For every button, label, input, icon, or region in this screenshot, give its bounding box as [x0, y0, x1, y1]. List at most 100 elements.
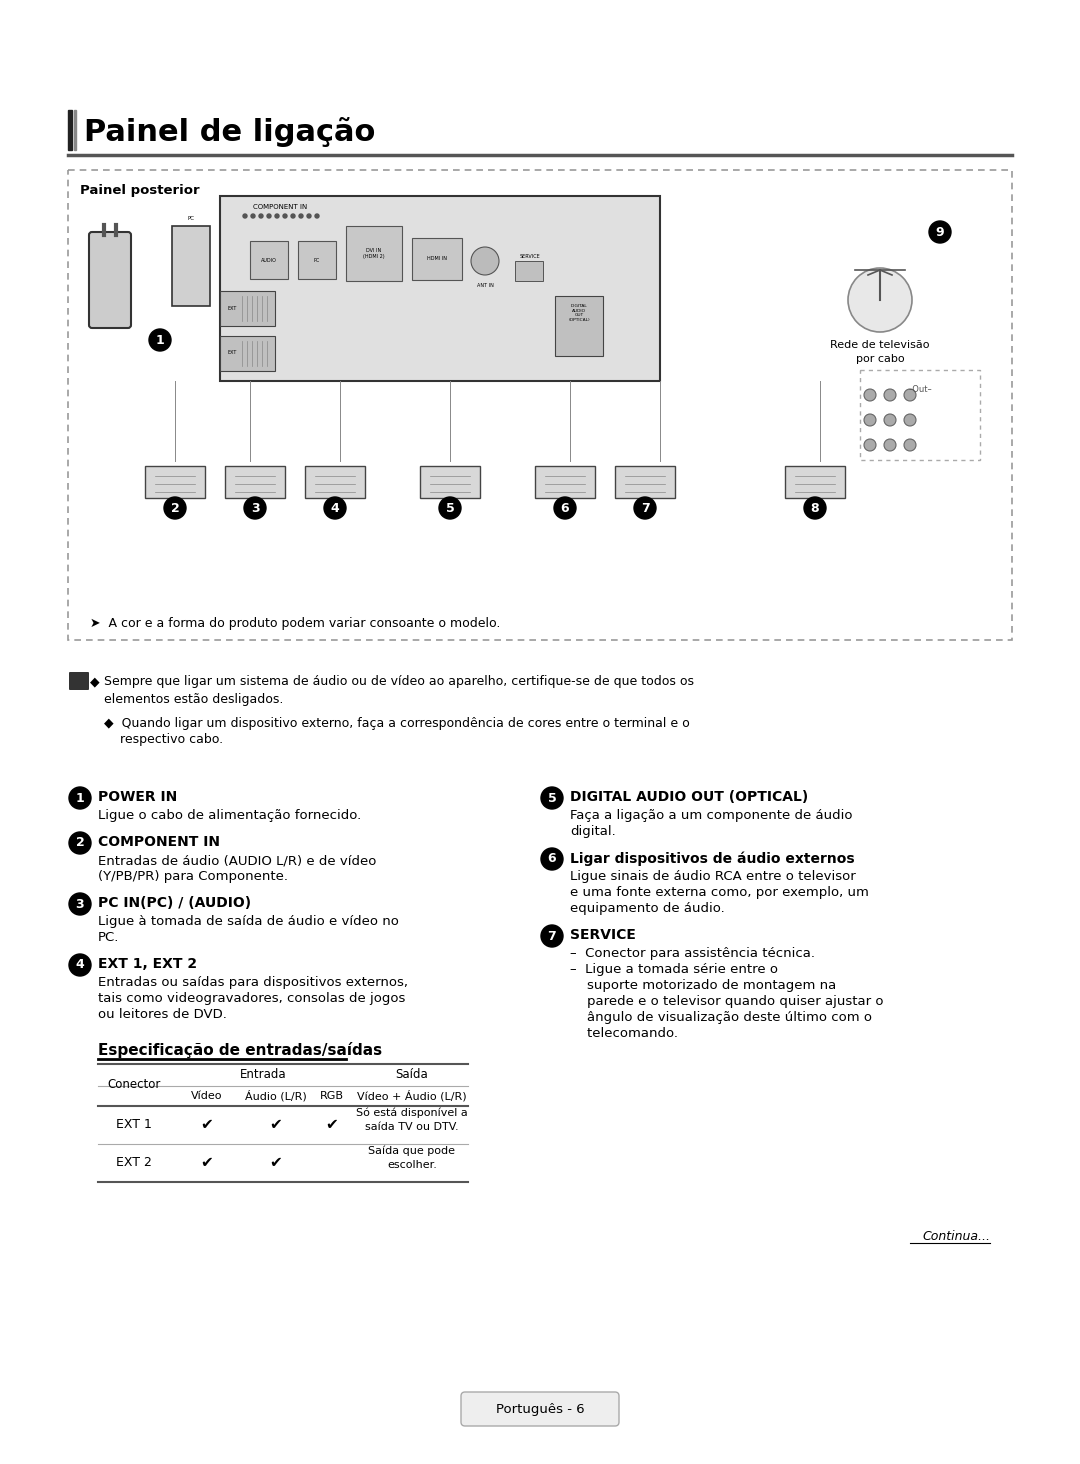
- Text: elementos estão desligados.: elementos estão desligados.: [104, 692, 283, 706]
- Text: ✔: ✔: [326, 1117, 338, 1133]
- Text: Faça a ligação a um componente de áudio: Faça a ligação a um componente de áudio: [570, 810, 852, 821]
- Circle shape: [307, 214, 311, 218]
- Circle shape: [275, 214, 279, 218]
- Circle shape: [864, 389, 876, 401]
- Text: DVI IN
(HDMI 2): DVI IN (HDMI 2): [363, 247, 384, 259]
- FancyBboxPatch shape: [420, 466, 480, 498]
- Text: Ligue à tomada de saída de áudio e vídeo no: Ligue à tomada de saída de áudio e vídeo…: [98, 915, 399, 928]
- Circle shape: [438, 496, 461, 520]
- Text: DIGITAL
AUDIO
OUT
(OPTICAL): DIGITAL AUDIO OUT (OPTICAL): [568, 305, 590, 322]
- Text: SERVICE: SERVICE: [570, 928, 636, 941]
- Text: Só está disponível a
saída TV ou DTV.: Só está disponível a saída TV ou DTV.: [356, 1108, 468, 1132]
- Circle shape: [324, 496, 346, 520]
- Text: Painel posterior: Painel posterior: [80, 184, 200, 198]
- Text: 9: 9: [935, 225, 944, 239]
- Text: 4: 4: [76, 959, 84, 972]
- Text: Conector: Conector: [107, 1079, 161, 1092]
- Text: (Y/PB/PR) para Componente.: (Y/PB/PR) para Componente.: [98, 870, 288, 883]
- Text: 6: 6: [548, 852, 556, 865]
- Text: RGB: RGB: [320, 1091, 345, 1101]
- Text: 3: 3: [76, 897, 84, 911]
- FancyBboxPatch shape: [89, 231, 131, 328]
- Circle shape: [541, 925, 563, 947]
- Circle shape: [283, 214, 287, 218]
- Text: ➤  A cor e a forma do produto podem variar consoante o modelo.: ➤ A cor e a forma do produto podem varia…: [90, 618, 500, 631]
- Circle shape: [69, 832, 91, 854]
- FancyBboxPatch shape: [68, 170, 1012, 640]
- Circle shape: [267, 214, 271, 218]
- Text: SERVICE: SERVICE: [519, 253, 540, 259]
- FancyBboxPatch shape: [411, 239, 462, 280]
- Circle shape: [69, 893, 91, 915]
- Text: ◆  Quando ligar um dispositivo externo, faça a correspondência de cores entre o : ◆ Quando ligar um dispositivo externo, f…: [104, 716, 690, 729]
- Text: ✔: ✔: [200, 1155, 213, 1171]
- Text: Entradas ou saídas para dispositivos externos,: Entradas ou saídas para dispositivos ext…: [98, 976, 408, 990]
- Circle shape: [804, 496, 826, 520]
- Text: –  Ligue a tomada série entre o: – Ligue a tomada série entre o: [570, 963, 778, 976]
- Text: Vídeo + Áudio (L/R): Vídeo + Áudio (L/R): [357, 1091, 467, 1102]
- Circle shape: [885, 414, 896, 426]
- Bar: [68, 110, 72, 149]
- Text: EXT: EXT: [227, 350, 237, 356]
- Text: Saída: Saída: [395, 1069, 429, 1082]
- Circle shape: [904, 439, 916, 451]
- Text: –Out–: –Out–: [908, 385, 932, 394]
- FancyBboxPatch shape: [298, 242, 336, 280]
- Circle shape: [149, 329, 171, 351]
- Text: 1: 1: [76, 792, 84, 805]
- FancyBboxPatch shape: [515, 261, 543, 281]
- Circle shape: [315, 214, 319, 218]
- Circle shape: [541, 788, 563, 810]
- FancyBboxPatch shape: [615, 466, 675, 498]
- Text: 2: 2: [171, 502, 179, 514]
- FancyBboxPatch shape: [220, 337, 275, 370]
- Text: Áudio (L/R): Áudio (L/R): [245, 1091, 307, 1102]
- Circle shape: [554, 496, 576, 520]
- Text: ângulo de visualização deste último com o: ângulo de visualização deste último com …: [570, 1012, 872, 1023]
- Text: Sempre que ligar um sistema de áudio ou de vídeo ao aparelho, certifique-se de q: Sempre que ligar um sistema de áudio ou …: [104, 675, 694, 688]
- Text: –  Conector para assistência técnica.: – Conector para assistência técnica.: [570, 947, 815, 960]
- Text: 3: 3: [251, 502, 259, 514]
- Text: PC: PC: [188, 217, 194, 221]
- Text: 4: 4: [330, 502, 339, 514]
- Circle shape: [864, 439, 876, 451]
- Text: ✔: ✔: [200, 1117, 213, 1133]
- Text: 1: 1: [156, 334, 164, 347]
- FancyBboxPatch shape: [225, 466, 285, 498]
- Text: PC: PC: [314, 258, 320, 262]
- Text: Entrada: Entrada: [240, 1069, 286, 1082]
- FancyBboxPatch shape: [555, 296, 603, 356]
- Text: Vídeo: Vídeo: [191, 1091, 222, 1101]
- Text: AUDIO: AUDIO: [261, 258, 276, 262]
- Text: Continua...: Continua...: [922, 1230, 990, 1243]
- Text: Ligue sinais de áudio RCA entre o televisor: Ligue sinais de áudio RCA entre o televi…: [570, 870, 855, 883]
- Circle shape: [244, 496, 266, 520]
- FancyBboxPatch shape: [172, 225, 210, 306]
- Text: Saída que pode
escolher.: Saída que pode escolher.: [368, 1146, 456, 1170]
- FancyBboxPatch shape: [461, 1392, 619, 1426]
- Text: PC.: PC.: [98, 931, 120, 944]
- Circle shape: [259, 214, 264, 218]
- Text: tais como videogravadores, consolas de jogos: tais como videogravadores, consolas de j…: [98, 993, 405, 1004]
- Text: parede e o televisor quando quiser ajustar o: parede e o televisor quando quiser ajust…: [570, 996, 883, 1009]
- Circle shape: [929, 221, 951, 243]
- FancyBboxPatch shape: [145, 466, 205, 498]
- Text: 6: 6: [561, 502, 569, 514]
- Text: PC IN(PC) / (AUDIO): PC IN(PC) / (AUDIO): [98, 896, 252, 911]
- Text: DIGITAL AUDIO OUT (OPTICAL): DIGITAL AUDIO OUT (OPTICAL): [570, 791, 808, 804]
- Text: ANT IN: ANT IN: [476, 283, 494, 288]
- FancyBboxPatch shape: [346, 225, 402, 281]
- Text: EXT 1, EXT 2: EXT 1, EXT 2: [98, 957, 198, 971]
- Bar: [75, 110, 76, 149]
- Text: ◆: ◆: [90, 675, 99, 688]
- Circle shape: [885, 389, 896, 401]
- FancyBboxPatch shape: [220, 196, 660, 381]
- Circle shape: [69, 955, 91, 976]
- Circle shape: [848, 268, 912, 332]
- Circle shape: [541, 848, 563, 870]
- Text: EXT: EXT: [227, 306, 237, 310]
- Text: Rede de televisão
por cabo: Rede de televisão por cabo: [831, 340, 930, 365]
- Circle shape: [885, 439, 896, 451]
- Text: 5: 5: [548, 792, 556, 805]
- Text: Painel de ligação: Painel de ligação: [84, 117, 376, 146]
